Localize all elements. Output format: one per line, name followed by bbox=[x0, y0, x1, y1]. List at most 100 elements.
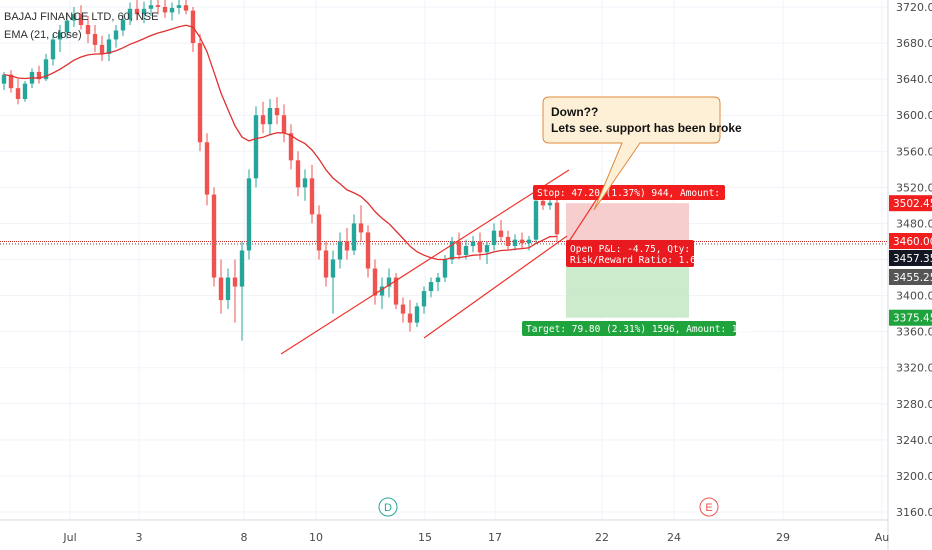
candle-body bbox=[351, 223, 357, 251]
candle-body bbox=[239, 250, 245, 287]
candle bbox=[547, 198, 553, 210]
candle-body bbox=[407, 313, 413, 323]
candle bbox=[176, 0, 182, 15]
y-tick-label: 3680.00 bbox=[896, 37, 932, 50]
price-label-box bbox=[889, 195, 932, 212]
candle-body bbox=[64, 20, 70, 33]
horizontal-lines bbox=[0, 240, 888, 245]
dividend-marker[interactable]: D bbox=[378, 497, 398, 517]
candle-body bbox=[414, 306, 420, 323]
candle bbox=[344, 227, 350, 260]
candle-body bbox=[393, 277, 399, 305]
candle-body bbox=[435, 277, 441, 283]
candle bbox=[512, 234, 518, 251]
x-tick-label: 24 bbox=[667, 531, 681, 544]
candle-body bbox=[302, 178, 308, 188]
callout-line-1: Down?? bbox=[551, 105, 598, 119]
pl-text: Open P&L: -4.75, Qty: 5 bbox=[570, 244, 702, 255]
candle-body bbox=[211, 194, 217, 278]
y-tick-label: 3400.00 bbox=[896, 290, 932, 303]
candle bbox=[379, 277, 385, 310]
candle bbox=[428, 277, 434, 298]
candle-body bbox=[330, 259, 336, 278]
candle bbox=[484, 241, 490, 265]
candle-body bbox=[519, 239, 525, 244]
candle-body bbox=[155, 5, 161, 7]
price-label-text: 3460.00 bbox=[893, 236, 932, 248]
candle-body bbox=[323, 250, 329, 278]
candle bbox=[211, 187, 217, 287]
price-label-box bbox=[889, 309, 932, 326]
y-tick-label: 3720.00 bbox=[896, 1, 932, 14]
candle-body bbox=[281, 115, 287, 134]
candle bbox=[281, 104, 287, 143]
y-axis[interactable]: 3160.00 3200.00 3240.00 3280.00 3320.00 3360.… bbox=[889, 1, 932, 519]
candle bbox=[470, 236, 476, 253]
earnings-marker[interactable]: E bbox=[699, 497, 719, 517]
candle bbox=[365, 225, 371, 278]
candle bbox=[393, 273, 399, 310]
candle-body bbox=[1, 74, 7, 84]
candle bbox=[8, 70, 14, 93]
candle bbox=[92, 25, 98, 53]
candle bbox=[421, 286, 427, 314]
candle-body bbox=[113, 30, 119, 40]
candle-body bbox=[57, 32, 63, 40]
candle-body bbox=[316, 214, 322, 251]
candle bbox=[218, 259, 224, 314]
x-tick-label: Au bbox=[875, 531, 890, 544]
candle bbox=[148, 0, 154, 17]
stop-label: Stop: 47.20 (1.37%) 944, Amount: 764 bbox=[533, 185, 743, 200]
y-tick-label: 3200.00 bbox=[896, 470, 932, 483]
candle-body bbox=[120, 19, 126, 31]
candle bbox=[155, 0, 161, 15]
trend-line[interactable] bbox=[280, 169, 570, 355]
candle-body bbox=[197, 43, 203, 143]
candle-body bbox=[512, 239, 518, 246]
y-tick-label: 3520.00 bbox=[896, 181, 932, 194]
price-label: 3502.45 bbox=[889, 195, 932, 212]
y-tick-label: 3600.00 bbox=[896, 109, 932, 122]
candle-body bbox=[365, 232, 371, 269]
candle-body bbox=[400, 304, 406, 314]
candle bbox=[183, 0, 189, 15]
candle-body bbox=[463, 245, 469, 255]
candle bbox=[519, 232, 525, 249]
candle bbox=[274, 97, 280, 125]
candle bbox=[15, 79, 21, 105]
x-axis[interactable]: Jul 3 8 10 15 17 22 24 29 Au bbox=[62, 531, 889, 544]
indicator-label: EMA (21, close) bbox=[4, 29, 82, 41]
candle-body bbox=[36, 71, 42, 80]
candle bbox=[554, 199, 560, 242]
candle-body bbox=[274, 108, 280, 116]
candle bbox=[351, 214, 357, 255]
dividend-marker-label: D bbox=[384, 502, 392, 514]
candle bbox=[435, 273, 441, 292]
candle-body bbox=[15, 88, 21, 99]
stop-label-text: Stop: 47.20 (1.37%) 944, Amount: 764 bbox=[537, 188, 743, 199]
candle bbox=[253, 106, 259, 188]
candle-body bbox=[337, 241, 343, 260]
candle-body bbox=[169, 7, 175, 13]
candle-body bbox=[449, 241, 455, 260]
stop-zone bbox=[566, 203, 689, 242]
annotation-callout[interactable]: Down?? Lets see. support has been broke bbox=[542, 96, 742, 211]
price-label: 3460.00 bbox=[889, 233, 932, 249]
price-label: 3457.35 bbox=[889, 250, 932, 266]
candle-body bbox=[526, 239, 532, 244]
trend-line[interactable] bbox=[423, 235, 568, 339]
candle-body bbox=[225, 277, 231, 301]
candle-body bbox=[141, 8, 147, 15]
candle-body bbox=[421, 291, 427, 307]
candle bbox=[246, 169, 252, 260]
callout-bubble bbox=[542, 96, 721, 211]
candle-body bbox=[547, 202, 553, 206]
candle bbox=[456, 232, 462, 260]
pl-label-box bbox=[566, 240, 694, 267]
candle bbox=[302, 169, 308, 201]
candle bbox=[316, 205, 322, 260]
candle-body bbox=[99, 44, 105, 54]
